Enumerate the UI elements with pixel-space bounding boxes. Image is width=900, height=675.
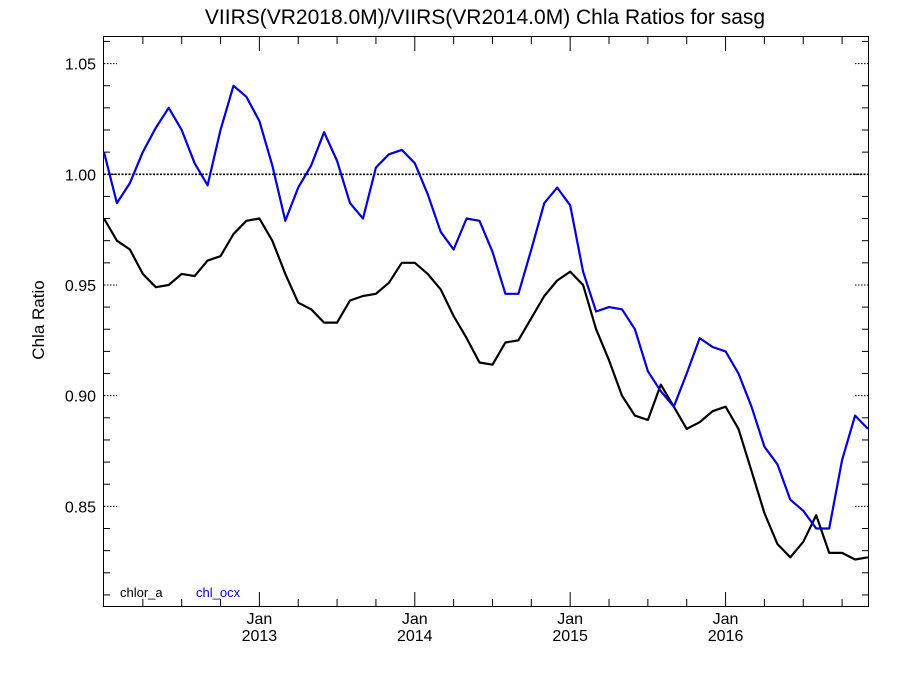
x-tick-label-year: 2014: [397, 628, 433, 645]
series-lines: [102, 84, 869, 561]
y-tick-label: 1.05: [65, 57, 96, 74]
x-tick-label-month: Jan: [713, 611, 739, 628]
series-line-chl-ocx: [102, 84, 869, 530]
x-tick-label-month: Jan: [246, 611, 272, 628]
ticks: [104, 37, 868, 606]
y-tick-label: 0.95: [65, 278, 96, 295]
series-line-chlor-a: [103, 217, 869, 561]
x-tick-label-month: Jan: [402, 611, 428, 628]
y-tick-label: 1.00: [65, 167, 96, 184]
x-tick-label-year: 2015: [552, 628, 588, 645]
legend: chlor_a chl_ocx: [120, 585, 241, 600]
y-tick-label: 0.90: [65, 389, 96, 406]
y-axis-label: Chla Ratio: [29, 280, 48, 359]
x-tick-label-year: 2013: [242, 628, 278, 645]
chart-title: VIIRS(VR2018.0M)/VIIRS(VR2014.0M) Chla R…: [205, 6, 765, 29]
plot-frame: [103, 36, 869, 607]
legend-entry-chl-ocx: chl_ocx: [196, 585, 241, 600]
y-tick-labels: 0.85 0.90 0.95 1.00 1.05: [65, 57, 96, 517]
legend-entry-chlor-a: chlor_a: [120, 585, 163, 600]
x-tick-label-year: 2016: [708, 628, 744, 645]
x-tick-label-month: Jan: [557, 611, 583, 628]
y-tick-label: 0.85: [65, 499, 96, 516]
